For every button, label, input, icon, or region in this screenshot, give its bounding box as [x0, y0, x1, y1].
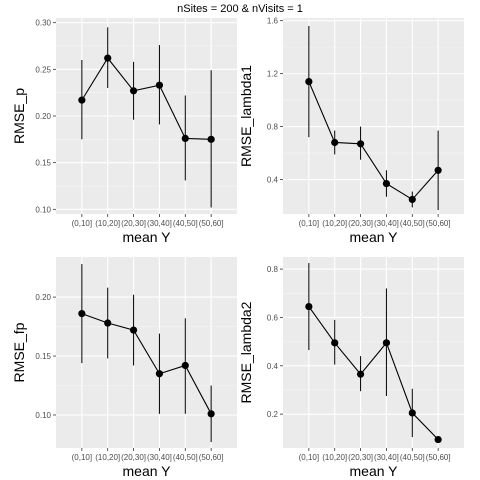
- panel-background: [283, 18, 464, 214]
- y-tick-label: 0.6: [267, 313, 279, 322]
- y-tick-label: 0.10: [35, 205, 51, 214]
- data-point: [356, 140, 365, 148]
- x-axis-title: mean Y: [123, 463, 172, 479]
- y-tick-label: 0.8: [267, 123, 279, 132]
- y-tick-label: 0.4: [267, 362, 279, 371]
- panel-1: 0.10 0.15 0.20 0.25 0.30 (0,10] (10,20] (20,30]…: [11, 18, 237, 245]
- y-tick-label: 0.15: [35, 352, 51, 361]
- x-tick-label: (50,60]: [426, 453, 451, 462]
- x-tick-label: (0,10]: [72, 219, 92, 228]
- panel-background: [283, 257, 464, 448]
- x-axis-title: mean Y: [123, 229, 172, 245]
- x-axis-title: mean Y: [350, 463, 399, 479]
- y-tick-label: 1.2: [267, 70, 279, 79]
- x-tick-label: (40,50]: [173, 219, 198, 228]
- y-axis-title: RMSE_p: [11, 88, 27, 144]
- data-point: [305, 77, 313, 86]
- x-tick-label: (10,20]: [95, 453, 120, 462]
- data-point: [382, 339, 391, 347]
- x-tick-label: (50,60]: [199, 453, 224, 462]
- y-axis-title: RMSE_fp: [11, 322, 27, 382]
- data-point: [207, 135, 215, 143]
- figure-title: nSites = 200 & nVisits = 1: [177, 3, 303, 15]
- data-point: [181, 361, 189, 370]
- x-tick-label: (20,30]: [348, 219, 373, 228]
- x-tick-label: (20,30]: [121, 219, 146, 228]
- data-point: [155, 370, 164, 378]
- y-tick-label: 0.2: [267, 410, 279, 419]
- x-tick-label: (30,40]: [374, 219, 399, 228]
- series-line: [81, 313, 212, 415]
- x-axis-title: mean Y: [350, 229, 399, 245]
- y-axis-title: RMSE_lambda1: [238, 65, 254, 167]
- data-point: [434, 166, 442, 174]
- x-tick-label: (50,60]: [426, 219, 451, 228]
- data-point: [104, 54, 112, 62]
- panel-4: 0.20.40.60.8(0,10] (10,20] (20,30] (30,40](…: [238, 257, 464, 479]
- y-tick-label: 0.25: [35, 65, 51, 74]
- data-point: [181, 134, 189, 142]
- x-tick-label: (10,20]: [322, 219, 347, 228]
- series-line: [308, 81, 439, 201]
- x-tick-label: (30,40]: [374, 453, 399, 462]
- x-tick-label: (20,30]: [121, 453, 146, 462]
- x-tick-label: (20,30]: [348, 453, 373, 462]
- x-tick-label: (40,50]: [173, 453, 198, 462]
- x-tick-label: (30,40]: [147, 219, 172, 228]
- data-point: [382, 179, 391, 188]
- x-tick-label: (10,20]: [95, 219, 120, 228]
- y-tick-label: 1.6: [267, 17, 279, 26]
- data-point: [331, 339, 339, 347]
- series-line: [308, 306, 439, 440]
- y-axis-title: RMSE_lambda2: [238, 301, 254, 403]
- y-tick-label: 0.20: [35, 293, 51, 302]
- y-tick-label: 0.20: [35, 112, 51, 121]
- panel-2: 0.40.81.21.6(0,10] (10,20] (20,30] (30,40](…: [238, 17, 464, 245]
- data-point: [331, 138, 339, 147]
- data-point: [408, 409, 416, 417]
- y-tick-label: 0.15: [35, 159, 51, 168]
- data-point: [78, 309, 86, 318]
- x-tick-label: (0,10]: [72, 453, 92, 462]
- x-tick-label: (10,20]: [322, 453, 347, 462]
- data-point: [305, 302, 313, 311]
- data-point: [434, 435, 442, 444]
- panel-3: 0.100.150.20(0,10] (10,20] (20,30] (30,40](…: [11, 257, 237, 479]
- x-tick-label: (30,40]: [147, 453, 172, 462]
- y-tick-label: 0.30: [35, 19, 51, 28]
- data-point: [408, 195, 416, 204]
- y-tick-label: 0.4: [267, 176, 279, 185]
- data-point: [155, 81, 164, 89]
- series-line: [81, 57, 212, 140]
- y-tick-label: 0.8: [267, 265, 279, 274]
- y-tick-label: 0.10: [35, 411, 51, 420]
- data-point: [356, 370, 365, 378]
- x-tick-label: (40,50]: [400, 219, 425, 228]
- data-point: [104, 319, 112, 327]
- x-tick-label: (50,60]: [199, 219, 224, 228]
- data-point: [207, 410, 215, 418]
- panels: 0.100.150.200.250.30(0,10] (10,20] (20,30]…: [11, 17, 464, 479]
- data-point: [129, 326, 138, 334]
- data-point: [78, 96, 86, 104]
- x-tick-label: (0,10]: [299, 453, 319, 462]
- data-point: [129, 87, 138, 95]
- x-tick-label: (40,50]: [400, 453, 425, 462]
- x-tick-label: (0,10]: [299, 219, 319, 228]
